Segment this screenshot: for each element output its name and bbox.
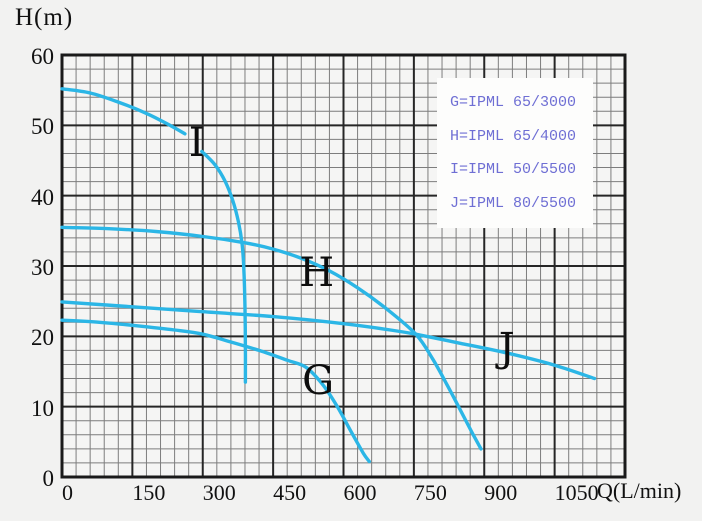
curves	[60, 87, 597, 464]
curve-label-J: J	[498, 324, 515, 371]
curve-G	[60, 318, 371, 464]
y-axis-title: H(m)	[15, 4, 74, 31]
x-tick-label: 1050	[554, 480, 599, 505]
legend: G=IPML 65/3000 H=IPML 65/4000 I=IPML 50/55…	[437, 78, 593, 228]
y-tick-label: 10	[31, 395, 54, 421]
legend-item: J=IPML 80/5500	[450, 194, 577, 212]
x-tick-label: 450	[273, 480, 307, 505]
curve-J	[60, 300, 597, 381]
x-tick-label: 900	[484, 480, 518, 505]
curve-label-I: I	[188, 119, 205, 166]
curve-H	[60, 225, 483, 451]
x-tick-label: 150	[132, 480, 166, 505]
curve-label-G: G	[302, 358, 335, 405]
y-tick-label: 0	[42, 466, 55, 491]
x-tick-label: 600	[343, 480, 377, 505]
curve-I	[200, 149, 248, 384]
y-tick-label: 30	[31, 255, 54, 280]
x-tick-label: 0	[62, 480, 73, 505]
x-axis-title: Q(L/min)	[597, 478, 682, 503]
legend-item: H=IPML 65/4000	[450, 127, 577, 145]
y-tick-label: 20	[31, 325, 54, 351]
curve-label-H: H	[299, 250, 335, 297]
y-tick-label: 60	[31, 44, 54, 69]
legend-item: G=IPML 65/3000	[450, 94, 577, 112]
y-tick-label: 50	[31, 114, 54, 140]
x-tick-label: 300	[202, 480, 236, 505]
legend-item: I=IPML 50/5500	[450, 161, 577, 179]
plot-border	[60, 53, 627, 479]
curve-I	[60, 87, 187, 136]
y-tick-label: 40	[31, 184, 54, 210]
x-tick-label: 750	[413, 480, 447, 505]
